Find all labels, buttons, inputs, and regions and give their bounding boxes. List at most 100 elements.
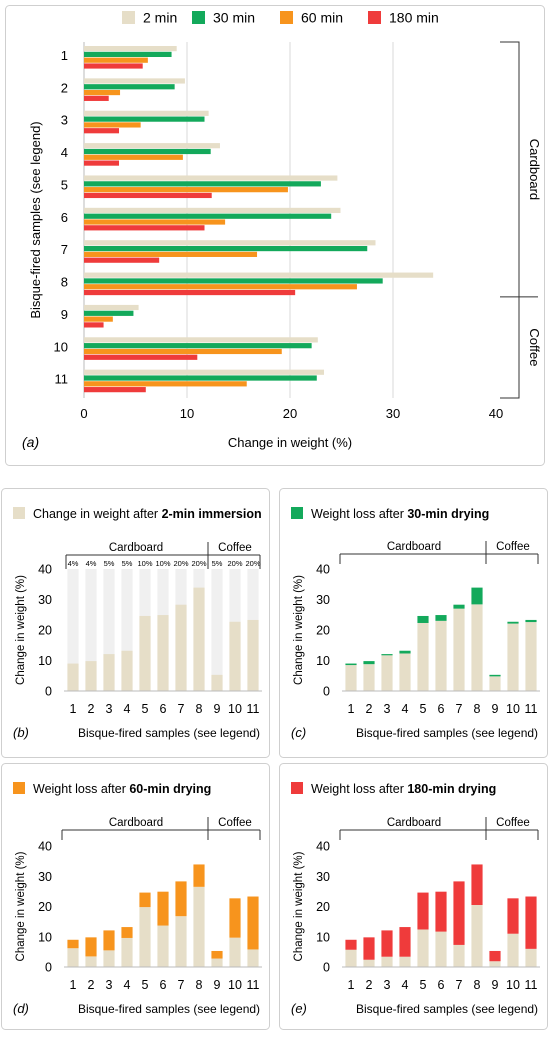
y-tick-label: 30	[38, 593, 52, 607]
bar-loss	[399, 927, 411, 957]
bar-remaining	[139, 907, 151, 967]
y-tick-label: 20	[38, 624, 52, 638]
bar-a	[84, 95, 109, 101]
percent-label: 5%	[122, 559, 133, 568]
x-tick-label: 4	[124, 978, 131, 992]
x-tick-label-a: 20	[283, 406, 297, 421]
panel-frame	[279, 488, 548, 758]
bar-remaining	[381, 655, 393, 691]
bar-a	[84, 46, 177, 52]
y-axis-title: Change in weight (%)	[15, 851, 27, 961]
bar-loss	[471, 587, 483, 605]
bar-loss	[453, 881, 465, 945]
bar	[193, 587, 205, 691]
bar-loss	[247, 896, 259, 950]
bar	[121, 650, 133, 691]
bar-remaining	[525, 948, 537, 967]
bar-remaining	[85, 956, 97, 967]
y-tick-label: 30	[316, 870, 330, 884]
bar-remaining	[489, 676, 501, 691]
y-axis-title: Change in weight (%)	[293, 575, 305, 685]
y-tick-label: 10	[316, 930, 330, 944]
bar-a	[84, 175, 338, 181]
bar	[139, 615, 151, 691]
bar	[175, 604, 187, 691]
x-tick-label: 4	[402, 978, 409, 992]
x-tick-label: 7	[178, 702, 185, 716]
y-tick-label: 10	[38, 654, 52, 668]
bar-remaining	[345, 665, 357, 691]
bar-remaining	[175, 916, 187, 967]
x-tick-label: 2	[88, 702, 95, 716]
bar-remaining	[229, 937, 241, 967]
bar-loss	[507, 621, 519, 624]
chart-a-frame	[5, 5, 545, 466]
percent-label: 10%	[137, 559, 152, 568]
y-tick-label: 0	[323, 961, 330, 975]
x-tick-label: 8	[474, 702, 481, 716]
bar-loss	[507, 898, 519, 934]
group-bracket-a	[500, 41, 520, 399]
bar-remaining	[157, 925, 169, 967]
legend-swatch	[13, 507, 25, 519]
bar-a	[84, 154, 183, 160]
background-bar	[121, 569, 133, 691]
bar-a	[84, 160, 120, 166]
bar-a	[84, 57, 148, 63]
x-tick-label: 10	[228, 978, 242, 992]
bar-loss	[67, 939, 79, 949]
bar-a	[84, 89, 121, 96]
bar-remaining	[345, 949, 357, 967]
y-tick-label-a: 5	[61, 177, 68, 192]
bar-a	[84, 240, 376, 246]
bar-a	[84, 128, 120, 134]
chart-b-svg: Change in weight after 2-min immersion 0 1…	[1, 488, 270, 758]
bar-a	[84, 337, 318, 343]
x-tick-label: 6	[160, 978, 167, 992]
percent-label: 20%	[227, 559, 242, 568]
bar-remaining	[417, 622, 429, 691]
bar-remaining	[363, 959, 375, 967]
panel-d: Weight loss after 60-min drying 0 10 20 30 40…	[0, 762, 272, 1032]
bar-a	[84, 304, 139, 311]
bar-loss	[489, 950, 501, 962]
bar-a	[84, 78, 185, 84]
group-label: Cardboard	[387, 541, 441, 553]
bar	[67, 663, 79, 691]
group-label: Cardboard	[109, 817, 163, 829]
x-tick-label: 9	[492, 978, 499, 992]
x-tick-label: 2	[366, 702, 373, 716]
x-tick-label: 3	[106, 702, 113, 716]
group-label: Cardboard	[109, 542, 163, 554]
bar-a	[84, 387, 146, 393]
group-label-a: Cardboard	[527, 139, 542, 200]
bar-a	[84, 219, 226, 225]
group-label: Coffee	[218, 817, 252, 829]
x-tick-label: 11	[247, 702, 260, 716]
group-label: Coffee	[218, 542, 252, 554]
bar-a	[84, 348, 282, 355]
legend-label: Change in weight after 2-min immersion	[33, 507, 262, 521]
bar-loss	[345, 939, 357, 950]
bar-loss	[363, 937, 375, 960]
x-tick-label-a: 10	[180, 406, 194, 421]
bar-a	[84, 369, 324, 375]
legend-swatch-a	[280, 11, 293, 24]
y-tick-label: 10	[38, 930, 52, 944]
chart-a-svg: 2 min 30 min 60 min 180 min 0 10 20 30 40 Change …	[5, 5, 545, 466]
bar	[229, 621, 241, 691]
percent-label: 5%	[104, 559, 115, 568]
bar-remaining	[121, 937, 133, 967]
x-tick-label: 7	[456, 702, 463, 716]
bar-a	[84, 375, 317, 381]
background-bar	[67, 569, 79, 691]
bar-loss	[139, 892, 151, 908]
bar-loss	[471, 864, 483, 905]
x-tick-label: 11	[247, 978, 260, 992]
x-tick-label: 6	[438, 702, 445, 716]
bar-loss	[211, 950, 223, 959]
panel-b: Change in weight after 2-min immersion 0 1…	[0, 487, 272, 760]
y-tick-label: 40	[316, 563, 330, 577]
y-tick-label-a: 1	[61, 48, 68, 63]
legend-swatch-a	[368, 11, 381, 24]
